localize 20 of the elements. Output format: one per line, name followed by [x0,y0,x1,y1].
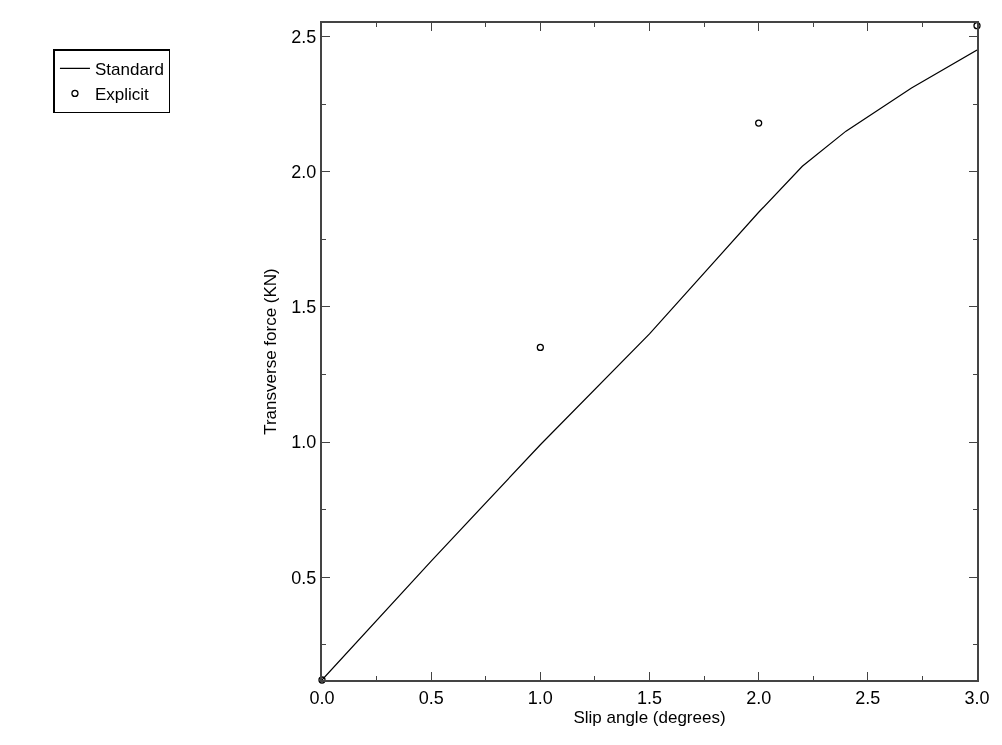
point [973,22,981,30]
x-tick-label: 1.5 [636,687,663,708]
x-tick-label: 0.5 [418,687,444,708]
x-tick-label: 1.0 [527,687,553,708]
y-tick-label: 2.5 [291,26,317,47]
y-tick-label: 2.0 [291,162,317,182]
legend-label: Standard [94,59,164,79]
y-tick-label: 0.5 [291,567,317,588]
legend-label: Explicit [94,85,150,105]
point [536,343,544,352]
x-tick-label: 2.5 [855,687,881,708]
point [318,676,326,684]
point [755,119,763,127]
y-tick-label: 1.0 [291,432,317,453]
x-axis-title: Slip angle (degrees) [573,707,726,727]
y-tick-label: 1.5 [291,297,317,318]
x-tick-label: 0.0 [309,687,335,708]
x-tick-label: 3.0 [964,687,990,708]
x-tick-label: 2.0 [746,687,772,708]
y-axis-title: Transverse force (KN) [261,268,281,435]
